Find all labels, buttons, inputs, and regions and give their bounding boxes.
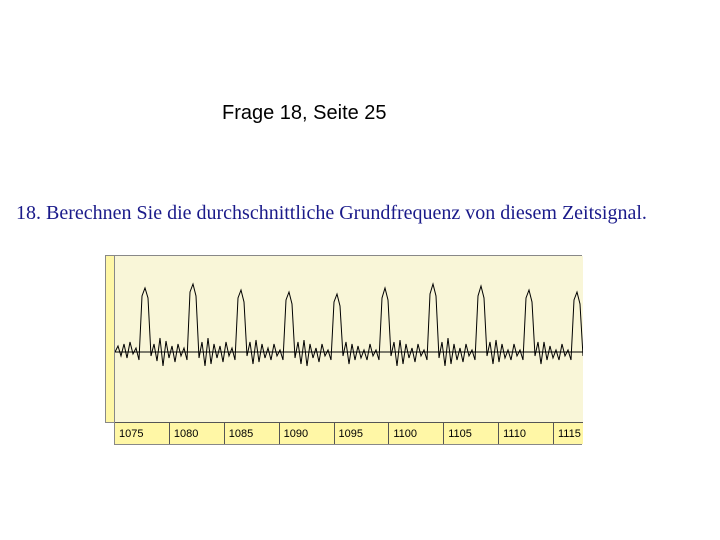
signal-chart: 1075 1080 1085 1090 1095 1100 1105 1110 … [114,255,582,445]
tick-label: 1080 [170,423,225,444]
tick-label: 1110 [499,423,554,444]
waveform-line [115,284,583,366]
plot-area [115,256,583,424]
tick-label: 1095 [335,423,390,444]
waveform-svg [115,256,583,424]
tick-label: 1090 [280,423,335,444]
question-text: 18. Berechnen Sie die durchschnittliche … [16,200,704,227]
tick-label: 1105 [444,423,499,444]
page-title: Frage 18, Seite 25 [222,102,387,125]
chart-left-column [105,255,114,423]
tick-label: 1100 [389,423,444,444]
tick-label: 1115 [554,423,583,444]
x-axis: 1075 1080 1085 1090 1095 1100 1105 1110 … [115,422,583,444]
tick-label: 1075 [115,423,170,444]
tick-label: 1085 [225,423,280,444]
